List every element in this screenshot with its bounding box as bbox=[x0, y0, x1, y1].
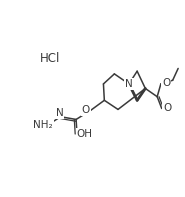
Text: NH₂: NH₂ bbox=[33, 120, 53, 130]
Text: N: N bbox=[56, 108, 64, 118]
Text: O: O bbox=[163, 103, 171, 113]
Text: O: O bbox=[81, 105, 90, 115]
Text: N: N bbox=[125, 79, 133, 89]
Text: HCl: HCl bbox=[39, 52, 60, 65]
Text: OH: OH bbox=[77, 129, 93, 139]
Text: O: O bbox=[162, 78, 170, 88]
